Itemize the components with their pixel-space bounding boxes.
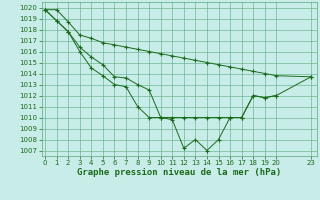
X-axis label: Graphe pression niveau de la mer (hPa): Graphe pression niveau de la mer (hPa) (77, 168, 281, 177)
